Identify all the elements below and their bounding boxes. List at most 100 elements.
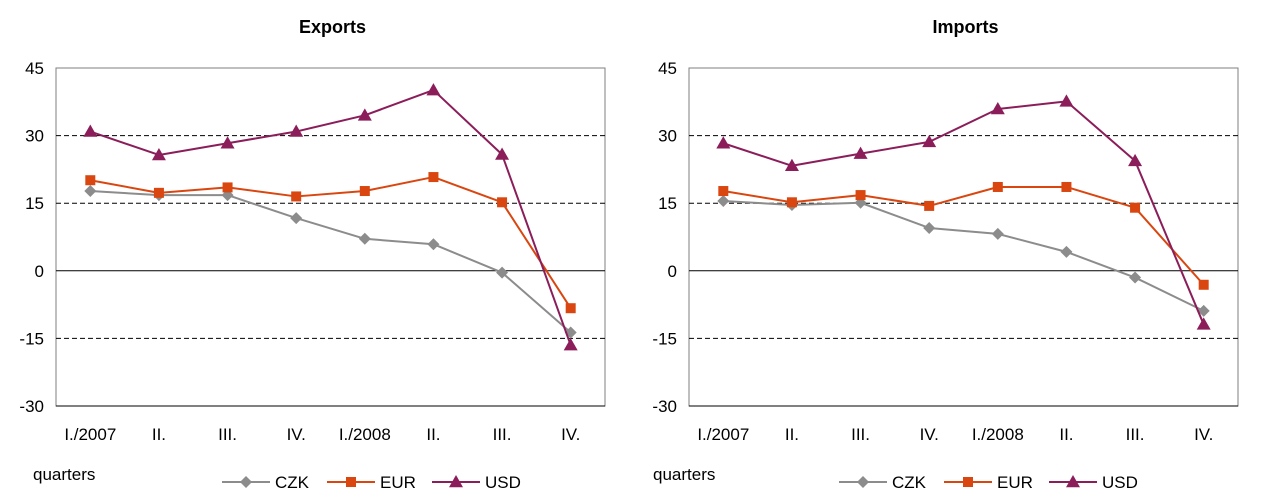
imports-usd-point [1128, 153, 1143, 167]
imports-legend-marker-eur [963, 477, 973, 487]
exports-czk-point [358, 232, 371, 245]
imports-legend-item-eur: EUR [944, 473, 1033, 492]
exports-eur-point [222, 182, 233, 193]
imports-eur-point [1198, 279, 1209, 290]
exports-y-tick-label: -30 [19, 397, 44, 416]
imports-x-tick-label: IV. [920, 425, 939, 444]
exports-legend-item-usd: USD [432, 473, 521, 492]
exports-series-eur [85, 172, 576, 314]
imports-legend-label-usd: USD [1102, 473, 1138, 492]
imports-y-tick-label: -30 [652, 397, 677, 416]
imports-eur-point [992, 181, 1003, 192]
exports-x-tick-label: II. [152, 425, 166, 444]
exports-legend: CZK EUR USD [222, 473, 521, 492]
imports-chart-panel: Imports 45 30 15 0 -15 -30 I./2007 II. III. IV. I./… [633, 0, 1253, 495]
exports-series-czk [84, 185, 577, 339]
imports-usd-point [922, 134, 937, 148]
exports-czk-point [496, 266, 509, 279]
exports-eur-point [153, 187, 164, 198]
exports-eur-point [291, 191, 302, 202]
imports-x-tick-label: I./2008 [972, 425, 1024, 444]
imports-usd-point [784, 158, 799, 172]
exports-legend-label-eur: EUR [380, 473, 416, 492]
imports-x-tick-label: IV. [1194, 425, 1213, 444]
imports-legend-label-eur: EUR [997, 473, 1033, 492]
imports-chart: Imports 45 30 15 0 -15 -30 I./2007 II. III. IV. I./… [652, 17, 1239, 492]
exports-eur-point [359, 186, 370, 197]
exports-legend-label-usd: USD [485, 473, 521, 492]
exports-x-tick-label: III. [493, 425, 512, 444]
imports-eur-point [1061, 181, 1072, 192]
imports-czk-line [723, 199, 1205, 312]
imports-eur-line [723, 185, 1205, 286]
exports-series-usd [83, 83, 578, 351]
exports-usd-point [220, 136, 235, 149]
imports-y-tick-label: 30 [658, 127, 677, 146]
exports-x-tick-label: II. [426, 425, 440, 444]
imports-series-czk [717, 194, 1210, 317]
imports-x-tick-label: III. [1126, 425, 1145, 444]
imports-eur-point [855, 190, 866, 201]
exports-y-tick-label: 30 [25, 127, 44, 146]
exports-y-tick-label: -15 [19, 329, 44, 348]
imports-czk-point [991, 227, 1004, 240]
exports-x-tick-label: IV. [287, 425, 306, 444]
imports-y-tick-label: 45 [658, 59, 677, 78]
imports-legend-marker-usd [1066, 475, 1080, 488]
exports-x-tick-label: I./2008 [339, 425, 391, 444]
exports-chart-title: Exports [299, 17, 366, 37]
imports-chart-title: Imports [932, 17, 998, 37]
imports-series-usd [716, 94, 1211, 330]
exports-chart-panel: Exports 45 30 15 0 -15 -30 I./2007 II. III. IV. I./… [0, 0, 620, 495]
exports-usd-point [357, 108, 372, 121]
imports-eur-point [718, 186, 729, 197]
exports-usd-point [426, 83, 441, 96]
exports-plot-frame [55, 67, 606, 407]
imports-czk-point [717, 194, 730, 207]
exports-eur-line [90, 176, 572, 309]
exports-eur-point [85, 175, 96, 186]
imports-legend-item-usd: USD [1049, 473, 1138, 492]
imports-x-axis-label: quarters [653, 465, 715, 484]
imports-y-tick-label: -15 [652, 329, 677, 348]
exports-y-tick-label: 0 [35, 262, 44, 281]
exports-legend-label-czk: CZK [275, 473, 310, 492]
exports-legend-marker-czk [240, 476, 252, 488]
exports-usd-point [495, 147, 510, 160]
exports-x-tick-label: I./2007 [64, 425, 116, 444]
imports-czk-point [1060, 245, 1073, 258]
exports-x-axis-label: quarters [33, 465, 95, 484]
imports-usd-point [1196, 317, 1211, 330]
imports-usd-line [723, 100, 1205, 325]
imports-plot-frame [688, 67, 1239, 407]
exports-czk-line [90, 190, 572, 334]
exports-x-tick-label: III. [218, 425, 237, 444]
exports-x-tick-label: IV. [561, 425, 580, 444]
exports-y-tick-label: 15 [25, 194, 44, 213]
exports-eur-point [565, 303, 576, 314]
imports-czk-point [1129, 271, 1142, 284]
exports-czk-point [290, 212, 303, 225]
exports-czk-point [84, 185, 97, 198]
exports-legend-marker-usd [449, 475, 463, 488]
exports-legend-item-eur: EUR [327, 473, 416, 492]
exports-usd-point [83, 124, 98, 137]
imports-y-tick-label: 0 [668, 262, 677, 281]
exports-usd-point [289, 124, 304, 137]
imports-usd-point [1059, 94, 1074, 107]
exports-legend-marker-eur [346, 477, 356, 487]
imports-czk-point [1197, 304, 1210, 317]
exports-y-tick-label: 45 [25, 59, 44, 78]
exports-chart: Exports 45 30 15 0 -15 -30 I./2007 II. III. IV. I./… [19, 17, 606, 492]
imports-legend-label-czk: CZK [892, 473, 927, 492]
imports-x-tick-label: I./2007 [697, 425, 749, 444]
exports-eur-point [497, 197, 508, 208]
exports-eur-point [428, 172, 439, 183]
imports-usd-point [853, 146, 868, 159]
exports-usd-line [89, 89, 572, 346]
imports-series-eur [718, 181, 1209, 290]
imports-usd-point [716, 136, 731, 149]
imports-usd-point [990, 102, 1005, 115]
imports-x-tick-label: II. [785, 425, 799, 444]
imports-legend: CZK EUR USD [839, 473, 1138, 492]
